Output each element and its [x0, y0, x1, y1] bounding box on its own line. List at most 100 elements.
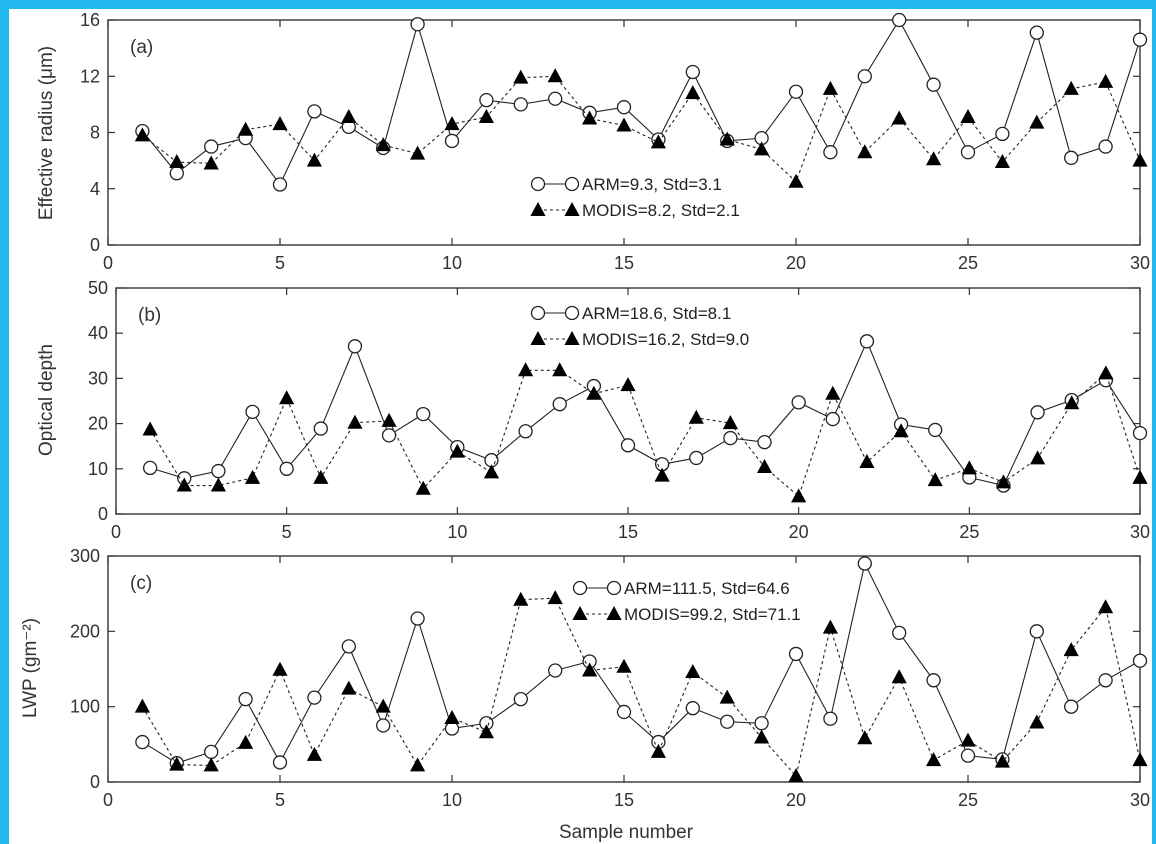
data-point-arm	[689, 450, 704, 466]
data-point-modis	[169, 154, 185, 169]
data-point-modis	[754, 729, 770, 744]
data-point-modis	[960, 732, 976, 747]
data-point-modis	[341, 109, 357, 124]
data-point-modis	[927, 472, 943, 487]
data-point-modis	[341, 680, 357, 695]
legend-label: ARM=18.6, Std=8.1	[582, 304, 731, 323]
data-point-modis	[347, 414, 363, 429]
data-point-arm	[307, 690, 322, 705]
data-point-modis	[244, 469, 261, 484]
data-point-arm	[410, 611, 425, 626]
data-point-modis	[1063, 642, 1079, 657]
data-point-modis	[960, 109, 976, 124]
data-point-arm	[1098, 139, 1113, 154]
y-tick-label: 10	[88, 459, 108, 479]
data-point-modis	[1098, 365, 1114, 380]
y-tick-label: 300	[70, 546, 100, 566]
x-tick-label: 0	[103, 253, 113, 273]
legend-entry: MODIS=99.2, Std=71.1	[572, 605, 801, 624]
data-point-modis	[586, 385, 602, 400]
data-point-arm	[823, 145, 838, 160]
y-axis-label: Effective radius (μm)	[36, 46, 57, 220]
data-point-arm	[823, 711, 838, 726]
data-point-modis	[822, 80, 838, 95]
x-tick-label: 0	[103, 790, 113, 810]
data-point-modis	[410, 757, 426, 772]
legend-label: ARM=9.3, Std=3.1	[582, 175, 722, 194]
data-point-modis	[279, 390, 295, 405]
data-point-modis	[995, 474, 1012, 489]
data-point-modis	[650, 134, 666, 149]
legend-marker	[564, 305, 580, 321]
data-point-modis	[142, 421, 158, 436]
legend-entry: ARM=9.3, Std=3.1	[530, 175, 722, 194]
panel-label: (a)	[130, 37, 153, 58]
data-point-modis	[203, 155, 219, 170]
data-point-arm	[1029, 25, 1044, 40]
data-point-arm	[928, 422, 943, 438]
y-tick-label: 100	[70, 697, 100, 717]
data-point-modis	[272, 661, 288, 676]
data-point-modis	[822, 619, 838, 634]
data-point-modis	[169, 756, 185, 771]
x-tick-label: 20	[786, 790, 806, 810]
legend-entry: ARM=18.6, Std=8.1	[530, 304, 731, 323]
data-point-modis	[176, 477, 192, 492]
y-tick-label: 20	[88, 414, 108, 434]
x-tick-label: 5	[282, 522, 292, 542]
data-point-arm	[313, 421, 328, 436]
data-point-modis	[1029, 714, 1045, 729]
data-point-arm	[685, 701, 700, 716]
data-point-arm	[204, 744, 219, 760]
data-point-modis	[891, 669, 907, 684]
data-point-modis	[381, 412, 397, 427]
data-point-arm	[857, 556, 872, 571]
x-tick-label: 25	[958, 253, 978, 273]
data-point-arm	[204, 139, 219, 154]
data-point-modis	[518, 362, 534, 377]
data-point-modis	[1098, 599, 1114, 614]
legend-entry: ARM=111.5, Std=64.6	[572, 579, 790, 598]
legend-marker	[530, 202, 546, 216]
data-point-arm	[1064, 699, 1079, 714]
x-tick-label: 15	[614, 790, 634, 810]
data-point-modis	[859, 454, 875, 469]
data-point-arm	[444, 133, 460, 149]
data-point-arm	[995, 126, 1010, 142]
data-point-modis	[478, 724, 494, 739]
data-point-modis	[1132, 752, 1148, 767]
data-point-modis	[926, 151, 942, 166]
data-point-modis	[756, 458, 773, 473]
data-point-arm	[685, 64, 700, 80]
data-point-modis	[1064, 395, 1080, 410]
x-axis-label: Sample number	[559, 822, 694, 843]
data-point-arm	[857, 69, 872, 84]
data-point-modis	[478, 109, 494, 124]
data-point-modis	[238, 121, 254, 136]
data-point-arm	[754, 716, 769, 731]
data-point-modis	[722, 415, 738, 430]
y-tick-label: 16	[80, 10, 100, 30]
data-point-modis	[552, 362, 568, 377]
data-point-modis	[825, 385, 841, 400]
data-point-arm	[926, 77, 941, 92]
x-tick-label: 10	[442, 253, 462, 273]
data-point-arm	[960, 145, 976, 160]
data-point-modis	[685, 85, 701, 100]
data-point-modis	[134, 127, 150, 142]
data-point-modis	[1063, 80, 1079, 95]
data-point-modis	[547, 68, 563, 83]
y-tick-label: 8	[90, 123, 100, 143]
data-point-modis	[134, 698, 150, 713]
legend-marker	[606, 606, 622, 620]
data-point-modis	[582, 110, 598, 125]
data-point-modis	[375, 137, 391, 152]
data-point-arm	[341, 639, 356, 654]
data-point-arm	[720, 714, 735, 729]
data-point-modis	[1132, 152, 1148, 167]
data-point-arm	[381, 428, 397, 443]
data-point-modis	[891, 110, 907, 125]
data-point-arm	[1132, 653, 1148, 668]
data-point-arm	[791, 395, 806, 410]
